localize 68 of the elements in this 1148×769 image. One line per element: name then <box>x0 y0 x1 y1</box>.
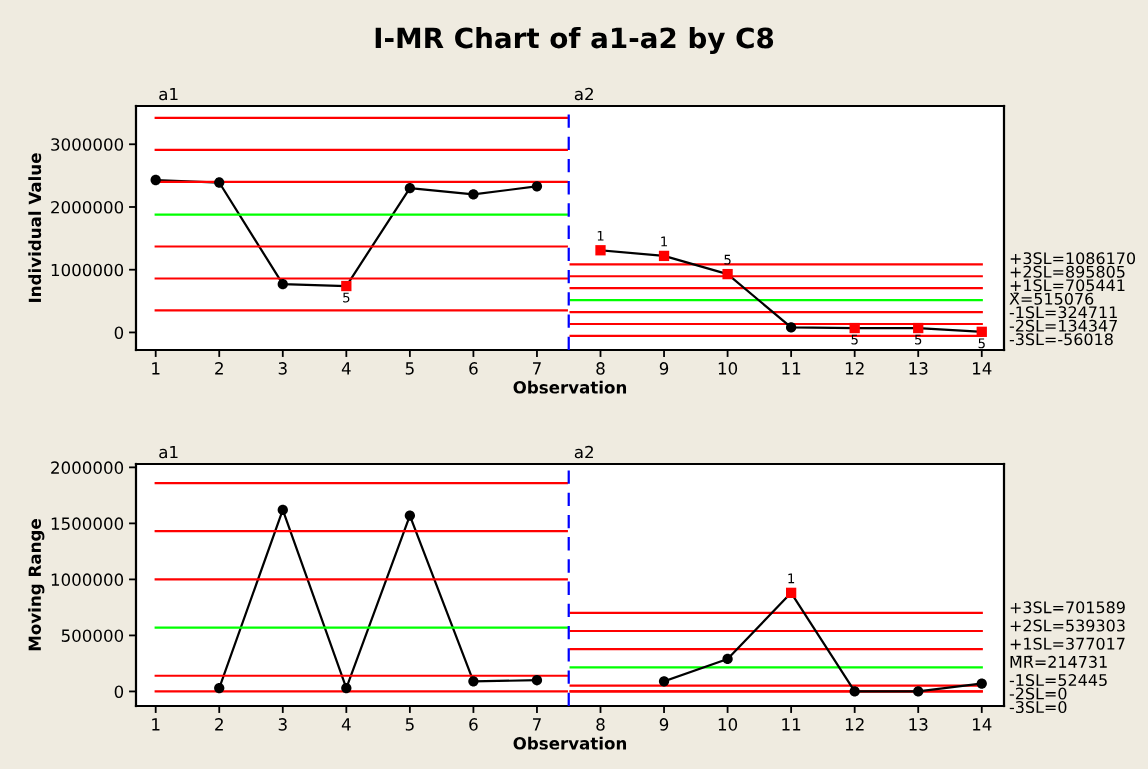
series-label: +2SL=895805 <box>1010 265 1125 278</box>
x-tick-label: 9 <box>659 362 669 375</box>
series-label: +3SL=701589 <box>1010 601 1125 614</box>
y-tick-label: 500000 <box>61 629 124 642</box>
x-tick-label: 8 <box>596 718 605 731</box>
x-tick-label: 10 <box>718 362 738 375</box>
x-tick-label: 13 <box>909 718 928 731</box>
x-tick-label: 3 <box>278 718 287 731</box>
x-tick-label: 1 <box>152 718 160 731</box>
annotation: 1 <box>788 573 795 584</box>
x-tick-label: 12 <box>845 362 864 375</box>
x-tick-label: 4 <box>341 362 351 375</box>
y-tick-label: 0 <box>114 685 124 698</box>
x-tick-label: 7 <box>533 362 541 375</box>
series-label: +3SL=1086170 <box>1010 252 1136 265</box>
series-label: -1SL=52445 <box>1009 674 1107 687</box>
annotation: 5 <box>915 334 922 345</box>
x-tick-label: 6 <box>469 718 478 731</box>
series-label: -2SL=0 <box>1009 687 1067 700</box>
x-tick-label: 4 <box>341 718 351 731</box>
y-tick-label: 1000000 <box>51 573 124 586</box>
y-tick-label: 3000000 <box>51 138 124 151</box>
x-tick-label: 11 <box>782 718 801 731</box>
x-tick-label: 2 <box>215 718 223 731</box>
y-tick-label: 2000000 <box>51 200 124 214</box>
x-tick-label: 14 <box>972 718 992 731</box>
x-tick-label: 5 <box>405 362 414 375</box>
x-tick-label: 11 <box>782 362 801 375</box>
series-label: -3SL=-56018 <box>1009 333 1113 346</box>
y-tick-label: 1500000 <box>51 517 124 530</box>
x-tick-label: 3 <box>278 362 287 375</box>
series-label: +2SL=539303 <box>1010 619 1125 632</box>
x-tick-label: 8 <box>596 362 605 375</box>
series-label: -2SL=134347 <box>1009 319 1117 332</box>
y-tick-label: 1000000 <box>51 263 124 277</box>
x-tick-label: 10 <box>718 718 738 731</box>
y-axis-title: Moving Range <box>28 519 45 651</box>
x-tick-label: 5 <box>405 718 414 731</box>
annotation: 1 <box>597 230 604 241</box>
series-label: +1SL=377017 <box>1010 637 1125 650</box>
chart-title: I-MR Chart of a1-a2 by C8 <box>375 26 774 55</box>
x-tick-label: 1 <box>152 362 160 375</box>
series-label: X̄=515076 <box>1009 292 1094 305</box>
x-tick-label: 7 <box>533 718 541 731</box>
series-label: +1SL=705441 <box>1010 279 1125 292</box>
x-axis-title: Observation <box>513 380 627 394</box>
text: a2 <box>574 445 593 459</box>
x-tick-label: 13 <box>909 362 928 375</box>
text: a1 <box>159 87 178 101</box>
text: a2 <box>574 87 593 101</box>
text: a1 <box>159 445 178 459</box>
x-tick-label: 12 <box>845 718 864 731</box>
annotation: 1 <box>661 236 668 247</box>
annotation: 5 <box>343 292 350 303</box>
series-label: -3SL=0 <box>1009 701 1067 714</box>
annotation: 5 <box>724 254 731 265</box>
series-label: M̄R̄=214731 <box>1010 655 1107 668</box>
series-label: -1SL=324711 <box>1009 306 1117 319</box>
annotation: 5 <box>851 334 858 345</box>
x-axis-title: Observation <box>513 736 627 750</box>
y-tick-label: 0 <box>114 326 124 340</box>
x-tick-label: 9 <box>659 718 669 731</box>
y-axis-title: Individual Value <box>28 153 42 302</box>
annotation: 5 <box>978 338 985 349</box>
y-tick-label: 2000000 <box>51 461 124 474</box>
x-tick-label: 2 <box>215 362 223 375</box>
x-tick-label: 6 <box>469 362 478 375</box>
x-tick-label: 14 <box>972 362 992 375</box>
